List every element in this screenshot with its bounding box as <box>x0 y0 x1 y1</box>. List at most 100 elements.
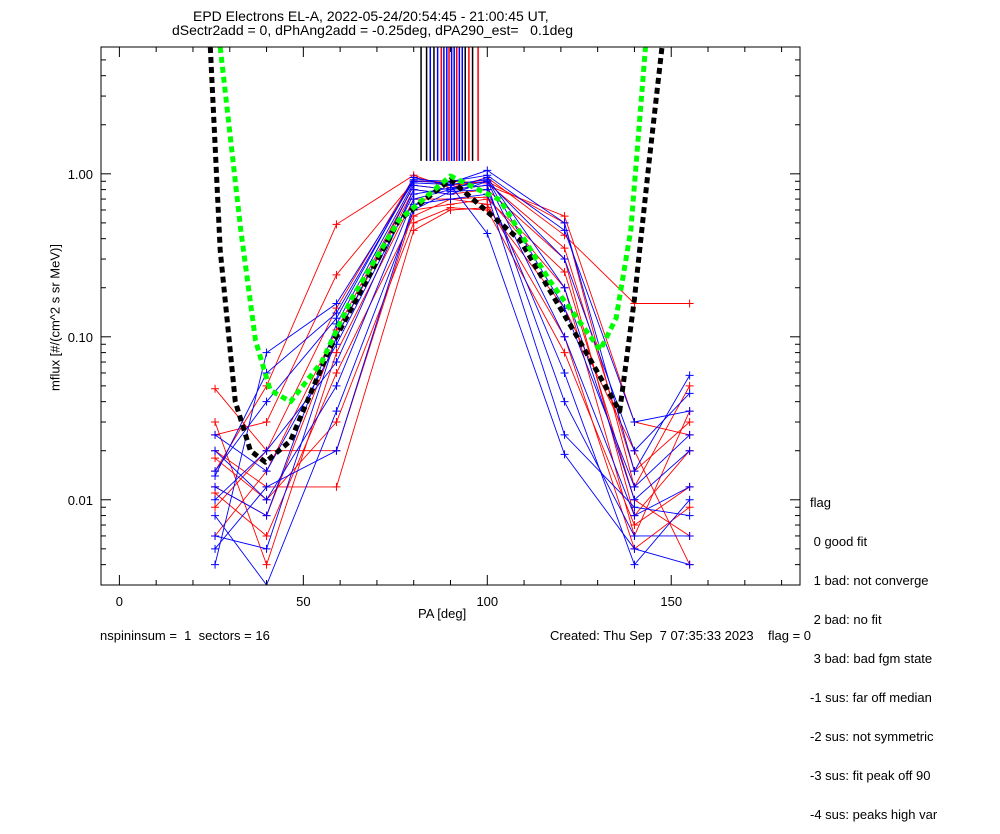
blue-series-point <box>685 495 694 504</box>
footer-left: nspininsum = 1 sectors = 16 <box>100 628 270 643</box>
blue-series-point <box>409 190 418 199</box>
red-series-point <box>446 203 455 212</box>
red-series-line <box>214 176 690 489</box>
blue-series-point <box>262 495 271 504</box>
red-series-point <box>685 418 694 427</box>
red-series-point <box>211 384 220 393</box>
footer-right: Created: Thu Sep 7 07:35:33 2023 flag = … <box>550 628 812 643</box>
blue-series-point <box>560 283 569 292</box>
blue-series-point <box>211 430 220 439</box>
blue-series-point <box>630 467 639 476</box>
blue-series-point <box>630 560 639 569</box>
blue-series-point <box>409 175 418 184</box>
red-series-point <box>560 212 569 221</box>
blue-series-point <box>262 511 271 520</box>
blue-series-line <box>214 189 690 585</box>
x-tick-label: 50 <box>296 594 310 609</box>
fit-curve-black <box>207 47 665 465</box>
red-series-point <box>483 205 492 214</box>
blue-series-point <box>630 482 639 491</box>
chart-title-line2: dSectr2add = 0, dPhAng2add = -0.25deg, d… <box>172 22 574 38</box>
blue-series-point <box>685 407 694 416</box>
blue-series-point <box>211 544 220 553</box>
blue-series-point <box>262 482 271 491</box>
blue-series-point <box>332 299 341 308</box>
blue-series-point <box>685 531 694 540</box>
blue-series-point <box>560 226 569 235</box>
legend: flag 0 good fit 1 bad: not converge 2 ba… <box>810 470 937 834</box>
y-axis-label: mflux [#/(cm^2 s sr MeV)] <box>47 244 63 391</box>
legend-entry: 0 good fit <box>810 534 868 549</box>
red-series-point <box>211 418 220 427</box>
red-series-point <box>630 521 639 530</box>
blue-series-point <box>630 446 639 455</box>
blue-series-point <box>211 446 220 455</box>
blue-series-point <box>211 471 220 480</box>
red-series-point <box>332 270 341 279</box>
red-series-point <box>332 482 341 491</box>
red-series-point <box>685 299 694 308</box>
blue-series-point <box>560 368 569 377</box>
blue-series-point <box>685 560 694 569</box>
red-series-line <box>214 207 690 526</box>
blue-series-point <box>685 446 694 455</box>
blue-series-point <box>685 511 694 520</box>
legend-title: flag <box>810 495 831 510</box>
red-series-point <box>560 348 569 357</box>
y-tick-label: 0.01 <box>68 493 93 508</box>
legend-entry: -1 sus: far off median <box>810 690 932 705</box>
legend-entry: 1 bad: not converge <box>810 573 929 588</box>
red-series-point <box>332 348 341 357</box>
red-series-line <box>214 207 691 565</box>
red-series-point <box>262 560 271 569</box>
blue-series-point <box>262 397 271 406</box>
blue-series-point <box>560 397 569 406</box>
blue-series-point <box>630 503 639 512</box>
x-axis-label: PA [deg] <box>418 606 467 621</box>
legend-entry: 3 bad: bad fgm state <box>810 651 933 666</box>
blue-series-point <box>262 467 271 476</box>
blue-series-point <box>332 358 341 367</box>
blue-series-point <box>262 544 271 553</box>
red-series-line <box>214 184 690 537</box>
fit-curve-green <box>217 47 648 405</box>
blue-series-point <box>332 407 341 416</box>
red-series-point <box>262 418 271 427</box>
blue-series-line <box>214 176 690 550</box>
blue-series-point <box>685 430 694 439</box>
blue-series-point <box>560 450 569 459</box>
red-series-point <box>409 218 418 227</box>
blue-series-point <box>630 531 639 540</box>
blue-series-point <box>560 255 569 264</box>
blue-series-point <box>211 531 220 540</box>
red-series-point <box>685 381 694 390</box>
chart-title-line1: EPD Electrons EL-A, 2022-05-24/20:54:45 … <box>193 8 549 24</box>
blue-series-point <box>685 371 694 380</box>
blue-series-point <box>211 482 220 491</box>
blue-series-line <box>214 184 690 537</box>
y-tick-label: 1.00 <box>68 167 93 182</box>
blue-series-point <box>446 187 455 196</box>
blue-series-line <box>214 193 690 550</box>
chart: 0 50 100 150 0.01 0.10 1.00 <box>68 46 801 609</box>
legend-entry: -4 sus: peaks high var <box>810 807 938 822</box>
blue-series-point <box>262 348 271 357</box>
plot-frame <box>100 46 801 586</box>
blue-series-point <box>685 389 694 398</box>
blue-series-point <box>332 381 341 390</box>
blue-series-point <box>630 544 639 553</box>
red-series-point <box>560 267 569 276</box>
red-series-line <box>214 189 690 517</box>
legend-entry: -3 sus: fit peak off 90 <box>810 768 931 783</box>
red-series-point <box>332 220 341 229</box>
blue-series-point <box>630 495 639 504</box>
blue-series-point <box>685 482 694 491</box>
blue-series-point <box>446 195 455 204</box>
red-series-point <box>211 503 220 512</box>
blue-series-point <box>483 171 492 180</box>
blue-series-point <box>560 218 569 227</box>
blue-series-point <box>332 446 341 455</box>
blue-series-point <box>483 229 492 238</box>
x-tick-label: 100 <box>476 594 498 609</box>
blue-series-point <box>211 560 220 569</box>
